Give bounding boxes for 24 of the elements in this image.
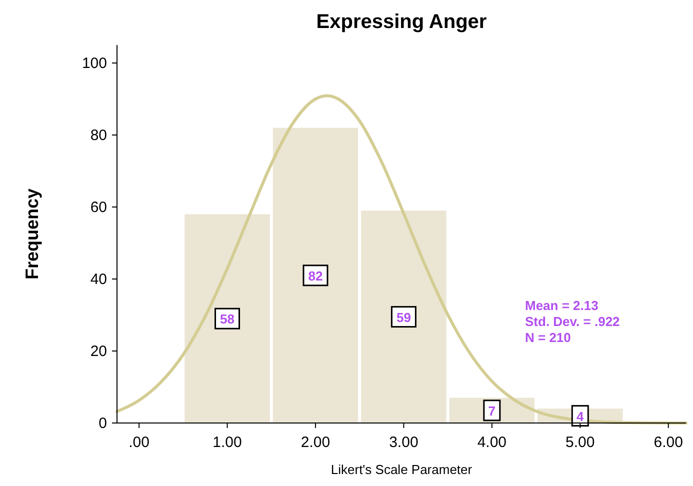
y-tick-label: 40	[90, 271, 107, 288]
chart-title: Expressing Anger	[316, 11, 487, 33]
y-tick-label: 60	[90, 199, 107, 216]
x-axis-title: Likert's Scale Parameter	[330, 462, 473, 477]
y-tick-label: 80	[90, 127, 107, 144]
data-label: 7	[488, 403, 496, 418]
x-tick-label: 2.00	[300, 434, 330, 451]
data-label: 4	[576, 408, 585, 424]
annotation: N = 210	[525, 330, 571, 345]
x-tick-label: 5.00	[566, 434, 595, 451]
annotation: Std. Dev. = .922	[525, 314, 620, 329]
x-tick-label: .00	[128, 434, 150, 451]
data-label: 58	[220, 312, 235, 327]
y-tick-label: 20	[90, 343, 107, 360]
annotation: Mean = 2.13	[525, 298, 598, 313]
x-tick-label: 3.00	[389, 434, 418, 451]
y-tick-label: 0	[98, 415, 107, 432]
data-label: 82	[308, 268, 323, 284]
x-tick-label: 1.00	[212, 434, 242, 451]
y-axis-title: Frequency	[22, 188, 42, 280]
x-tick-label: 4.00	[477, 434, 507, 451]
data-label: 59	[396, 310, 411, 325]
y-tick-label: 100	[82, 55, 107, 72]
x-tick-label: 6.00	[654, 434, 683, 451]
